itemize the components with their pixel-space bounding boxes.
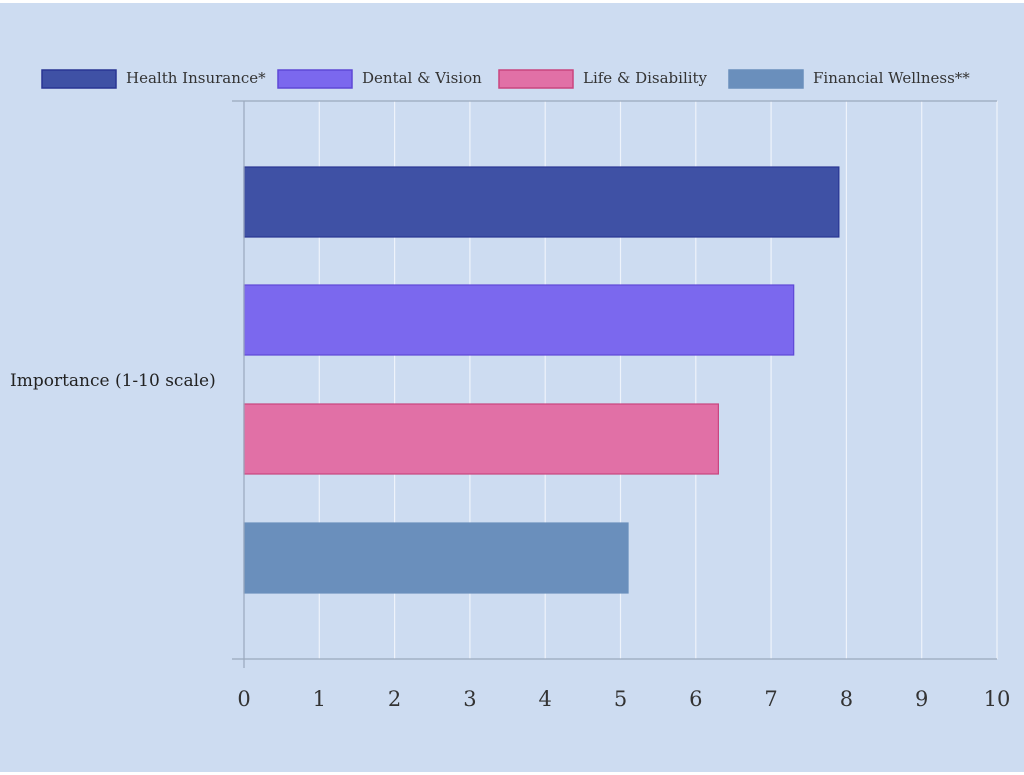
- legend-swatch-1: [277, 69, 353, 89]
- x-tick-label-10: 10: [984, 687, 1011, 711]
- legend-swatch-2: [498, 69, 574, 89]
- bar-1: [243, 284, 795, 356]
- bar-0: [243, 166, 840, 238]
- x-tick-label-8: 8: [840, 687, 853, 711]
- x-tick-label-5: 5: [614, 687, 627, 711]
- bar-2: [243, 403, 719, 475]
- bar-chart: Health Insurance* Dental & Vision Life & D…: [10, 69, 1010, 711]
- x-axis-ticks: 0 1 2 3 4 5 6 7 8 9 10: [237, 687, 1010, 711]
- legend-label-1: Dental & Vision: [362, 69, 482, 87]
- x-tick-label-4: 4: [539, 687, 552, 711]
- legend-swatch-3: [728, 69, 804, 89]
- x-tick-label-2: 2: [388, 687, 401, 711]
- x-tick-label-3: 3: [463, 687, 476, 711]
- chart-panel: Health Insurance* Dental & Vision Life & D…: [0, 3, 1024, 772]
- legend-swatch-0: [41, 69, 117, 89]
- x-tick-label-1: 1: [313, 687, 326, 711]
- x-tick-label-0: 0: [237, 687, 250, 711]
- legend-label-0: Health Insurance*: [126, 69, 266, 87]
- x-tick-label-9: 9: [915, 687, 928, 711]
- legend-label-3: Financial Wellness**: [813, 69, 970, 87]
- x-tick-label-6: 6: [689, 687, 702, 711]
- axes: [232, 100, 997, 668]
- bar-3: [243, 522, 629, 594]
- x-tick-label-7: 7: [764, 687, 777, 711]
- legend: Health Insurance* Dental & Vision Life & D…: [41, 69, 970, 89]
- legend-label-2: Life & Disability: [583, 69, 708, 87]
- bars: [243, 166, 840, 594]
- y-axis-title: Importance (1-10 scale): [10, 371, 216, 391]
